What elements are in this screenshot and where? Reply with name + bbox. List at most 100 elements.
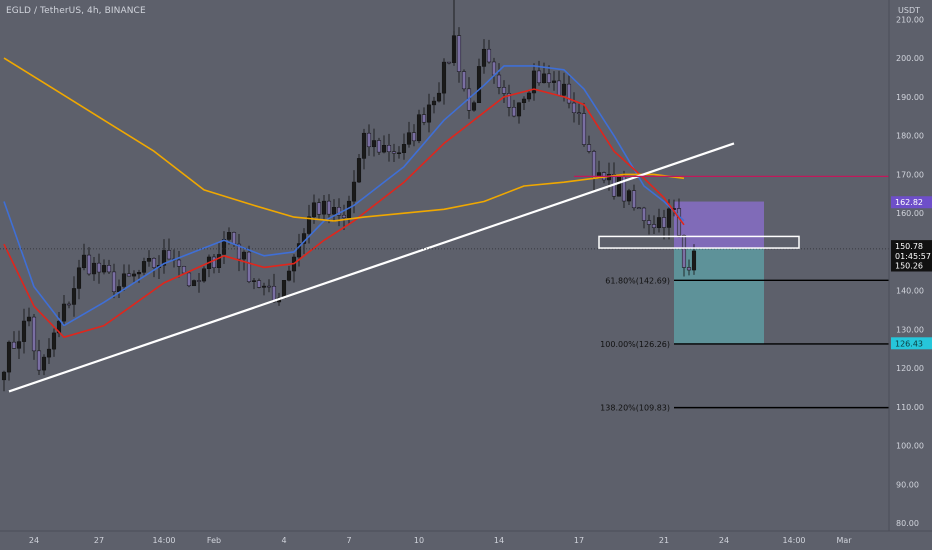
candle-body — [441, 61, 447, 94]
x-tick-label: 7 — [346, 536, 351, 545]
candle-body — [71, 288, 77, 305]
candle-body — [201, 268, 207, 282]
candle-body — [546, 73, 552, 83]
candle-body — [126, 273, 132, 277]
candle-body — [526, 92, 532, 100]
candle-body — [261, 285, 267, 288]
price-label-text: 162.82 — [895, 198, 923, 207]
candle-body — [376, 140, 382, 153]
price-label-box — [891, 240, 932, 253]
x-tick-label: Feb — [207, 536, 221, 545]
y-tick-label: 120.00 — [896, 364, 924, 373]
candle-body — [196, 280, 202, 282]
candle-body — [676, 208, 682, 236]
candle-body — [341, 214, 347, 219]
candle-body — [231, 232, 237, 245]
candle-body — [246, 251, 252, 282]
candle-body — [16, 341, 22, 349]
candle-body — [61, 303, 67, 322]
ema-blue-line — [3, 65, 685, 327]
candle-body — [76, 267, 82, 289]
candle-body — [646, 220, 652, 225]
candle-body — [576, 112, 582, 114]
candle-body — [221, 239, 227, 255]
candle-body — [131, 273, 137, 277]
candle-body — [531, 70, 537, 94]
candle-body — [536, 70, 542, 84]
x-tick-label: 14:00 — [782, 536, 805, 545]
candle-body — [36, 350, 42, 371]
candle-body — [241, 251, 247, 260]
candle-body — [86, 254, 92, 275]
candle-body — [141, 261, 147, 273]
x-tick-label: 14 — [494, 536, 504, 545]
candles — [1, 0, 697, 392]
x-tick-label: 14:00 — [152, 536, 175, 545]
candle-body — [31, 316, 37, 352]
candle-body — [381, 145, 387, 153]
candle-body — [516, 102, 522, 117]
candle-body — [326, 200, 332, 215]
position-zones — [674, 201, 764, 344]
price-label-text: 150.78 — [895, 242, 923, 251]
price-axis[interactable]: 80.00 90.00 100.00 110.00 120.00 130.00 140.00… — [896, 15, 924, 528]
candle-body — [161, 250, 167, 266]
candle-body — [361, 132, 367, 159]
candle-body — [661, 217, 667, 228]
candle-body — [496, 74, 502, 88]
y-tick-label: 100.00 — [896, 442, 924, 451]
fib-level-label: 138.20%(109.83) — [600, 404, 670, 413]
entry-box — [598, 235, 800, 249]
time-axis[interactable]: 24 27 14:00 Feb 4 7 10 14 17 21 24 14:00 Mar — [29, 536, 852, 545]
candle-body — [46, 348, 52, 358]
candle-body — [541, 73, 547, 84]
candle-body — [96, 262, 102, 273]
y-tick-label: 80.00 — [896, 519, 919, 528]
candle-body — [331, 207, 337, 215]
candle-body — [186, 272, 192, 287]
candle-body — [66, 303, 72, 306]
candle-body — [311, 202, 317, 218]
candle-body — [626, 190, 632, 202]
x-tick-label: 17 — [574, 536, 584, 545]
candle-body — [436, 92, 442, 102]
candle-body — [211, 256, 217, 268]
candle-body — [421, 114, 427, 123]
candle-body — [191, 280, 197, 287]
x-tick-label: 24 — [29, 536, 39, 545]
candle-body — [651, 224, 657, 228]
candle-body — [476, 66, 482, 103]
candle-body — [136, 272, 142, 275]
x-tick-label: 10 — [414, 536, 424, 545]
candle-body — [286, 270, 292, 281]
candle-body — [306, 216, 312, 234]
candle-body — [471, 102, 477, 111]
candle-body — [406, 132, 412, 145]
candle-body — [561, 83, 567, 96]
candle-body — [566, 83, 572, 104]
candle-body — [641, 207, 647, 221]
candle-body — [266, 285, 272, 288]
candle-body — [551, 80, 557, 83]
y-tick-label: 130.00 — [896, 325, 924, 334]
candle-body — [106, 265, 112, 273]
candle-body — [26, 316, 32, 322]
candle-body — [151, 258, 157, 268]
candle-body — [511, 107, 517, 117]
candle-body — [301, 233, 307, 244]
y-tick-label: 160.00 — [896, 209, 924, 218]
y-tick-label: 200.00 — [896, 54, 924, 63]
fib-level-label: 61.80%(142.69) — [605, 276, 670, 285]
candle-body — [686, 267, 692, 271]
candle-body — [166, 250, 172, 260]
drawings: 61.80%(142.69) 100.00%(126.26) 138.20%(109… — [0, 142, 889, 413]
x-tick-label: 21 — [659, 536, 669, 545]
candle-body — [226, 232, 232, 240]
candle-body — [91, 262, 97, 275]
candle-body — [256, 280, 262, 288]
candle-body — [271, 286, 277, 303]
candle-body — [146, 258, 152, 262]
